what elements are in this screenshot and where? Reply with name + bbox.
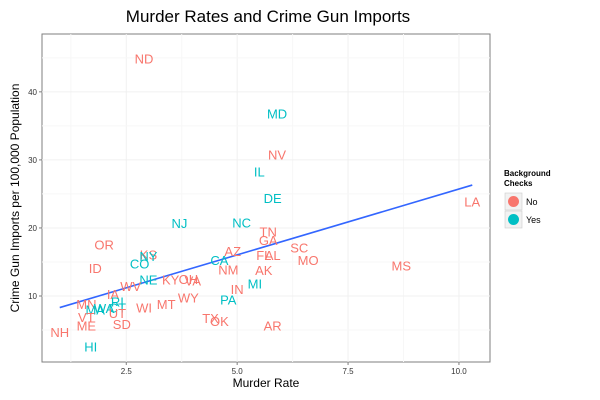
data-point-label: AR — [264, 318, 282, 333]
legend-title-line-2: Checks — [504, 179, 533, 188]
data-point-label: KY — [162, 273, 180, 288]
data-point-label: MO — [298, 253, 319, 268]
data-point-label: MT — [157, 297, 176, 312]
legend: Background Checks No Yes — [504, 169, 551, 229]
legend-key-dot — [508, 196, 519, 207]
x-axis-title: Murder Rate — [233, 376, 300, 390]
data-point-label: ME — [77, 318, 97, 333]
data-point-label: MD — [267, 107, 287, 122]
data-point-label: IN — [231, 282, 244, 297]
data-point-label: CT — [109, 301, 126, 316]
x-tick-label: 7.5 — [342, 367, 354, 376]
data-point-label: AL — [265, 248, 281, 263]
data-point-label: NY — [139, 249, 157, 264]
data-point-label: UT — [109, 306, 126, 321]
data-point-label: ND — [135, 51, 154, 66]
data-point-label: CO — [130, 256, 150, 271]
data-point-label: TN — [260, 224, 277, 239]
data-point-label: VA — [185, 273, 202, 288]
data-point-label: IA — [107, 287, 120, 302]
data-point-label: OK — [210, 314, 229, 329]
data-point-label: GA — [259, 233, 278, 248]
data-point-label: NV — [268, 147, 286, 162]
y-tick-label: 40 — [28, 88, 37, 97]
data-point-label: NH — [50, 325, 69, 340]
data-point-label: LA — [464, 194, 480, 209]
data-point-label: RI — [111, 294, 124, 309]
data-point-label: AZ — [224, 244, 241, 259]
x-tick-label: 5.0 — [232, 367, 244, 376]
legend-entry-label: Yes — [526, 215, 541, 225]
data-point-label: NM — [218, 262, 238, 277]
x-tick-label: 10.0 — [451, 367, 467, 376]
data-point-label: WA — [94, 301, 115, 316]
y-tick-label: 10 — [28, 292, 37, 301]
y-axis-title: Crime Gun Imports per 100,000 Population — [8, 84, 22, 313]
x-tick-label: 2.5 — [121, 367, 133, 376]
data-point-label: HI — [84, 339, 97, 354]
legend-key-dot — [508, 214, 519, 225]
data-point-label: WV — [120, 279, 141, 294]
y-tick-label: 20 — [28, 224, 37, 233]
data-point-label: IL — [254, 164, 265, 179]
data-point-label: MI — [248, 277, 262, 292]
y-tick-label: 30 — [28, 156, 37, 165]
plot-panel — [41, 33, 491, 363]
data-point-label: MS — [392, 258, 412, 273]
data-point-label: ID — [89, 261, 102, 276]
chart-title: Murder Rates and Crime Gun Imports — [126, 7, 410, 26]
data-point-label: OR — [94, 237, 114, 252]
data-point-label: OH — [179, 272, 199, 287]
data-point-label: MA — [85, 303, 105, 318]
data-point-label: NJ — [172, 216, 188, 231]
data-point-label: CA — [210, 253, 228, 268]
data-point-label: VT — [78, 310, 95, 325]
data-point-label: WY — [178, 290, 199, 305]
data-point-label: MN — [76, 297, 96, 312]
data-point-label: KS — [140, 247, 158, 262]
data-point-label: PA — [220, 292, 237, 307]
legend-title-line-1: Background — [504, 169, 551, 178]
data-point-label: SC — [290, 241, 308, 256]
data-point-label: DE — [264, 191, 282, 206]
data-point-label: NE — [139, 273, 157, 288]
data-point-label: SD — [113, 317, 131, 332]
gridlines — [42, 34, 490, 362]
data-point-label: NC — [232, 215, 251, 230]
data-point-label: FL — [256, 248, 271, 263]
legend-entry-label: No — [526, 197, 538, 207]
trend-line-group — [59, 184, 473, 309]
trend-line — [59, 184, 473, 309]
data-point-label: WI — [136, 301, 152, 316]
axis-ticks: 2.5 5.0 7.5 10.0 10 20 30 40 — [28, 88, 467, 376]
data-point-label: TX — [202, 311, 219, 326]
data-point-label: AK — [255, 263, 273, 278]
